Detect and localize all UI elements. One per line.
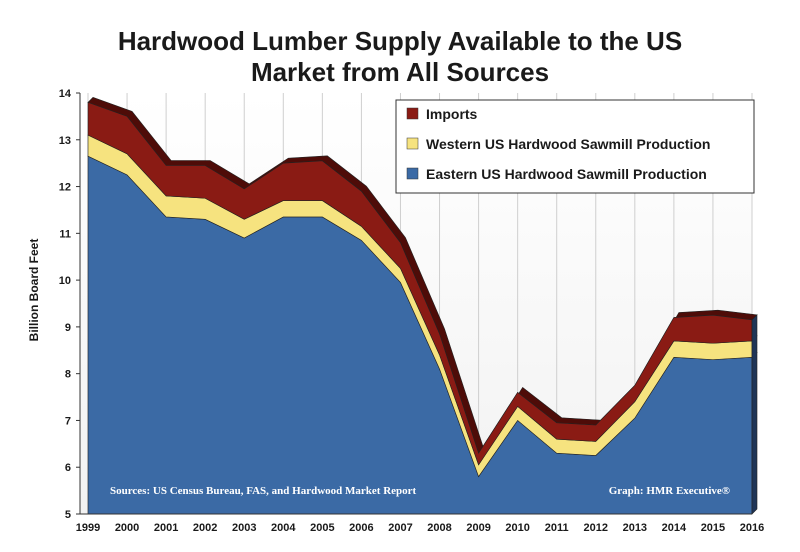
legend: Imports Western US Hardwood Sawmill Prod…	[395, 99, 755, 194]
chart-title: Hardwood Lumber Supply Available to the …	[0, 26, 800, 88]
chart-title-line-2: Market from All Sources	[250, 57, 550, 87]
x-tick-label-1999: 1999	[76, 522, 100, 534]
x-tick-label-2000: 2000	[115, 522, 139, 534]
x-tick-label-2011: 2011	[545, 522, 569, 534]
x-tick-label-2005: 2005	[310, 522, 334, 534]
x-tick-label-2002: 2002	[193, 522, 217, 534]
credit-note: Graph: HMR Executive®	[609, 485, 730, 497]
legend-swatch-eastern	[406, 167, 419, 180]
legend-label-imports: Imports	[426, 106, 478, 122]
x-tick-label-2008: 2008	[427, 522, 451, 534]
legend-label-eastern: Eastern US Hardwood Sawmill Production	[426, 166, 707, 182]
y-tick-label-12: 12	[59, 182, 71, 194]
y-tick-label-14: 14	[59, 88, 72, 100]
y-tick-label-8: 8	[65, 369, 71, 381]
axes	[79, 93, 752, 515]
y-tick-label-6: 6	[65, 462, 71, 474]
legend-swatch-western	[406, 137, 419, 150]
x-tick-label-2013: 2013	[623, 522, 647, 534]
y-tick-label-7: 7	[65, 415, 71, 427]
y-tick-labels: 5 6 7 8 9 10 11 12 13 14	[59, 88, 80, 521]
x-tick-labels: 1999 2000 2001 2002 2003 2004 2005 2006 2007 2008…	[76, 522, 764, 534]
x-tick-label-2007: 2007	[388, 522, 412, 534]
x-tick-label-2016: 2016	[740, 522, 764, 534]
legend-label-western: Western US Hardwood Sawmill Production	[426, 136, 710, 152]
x-tick-label-2004: 2004	[271, 522, 296, 534]
x-tick-label-2006: 2006	[349, 522, 373, 534]
x-tick-label-2012: 2012	[584, 522, 608, 534]
source-note: Sources: US Census Bureau, FAS, and Hard…	[110, 485, 417, 497]
x-tick-label-2010: 2010	[505, 522, 529, 534]
x-tick-label-2003: 2003	[232, 522, 256, 534]
y-tick-label-13: 13	[59, 135, 71, 147]
legend-box	[395, 99, 755, 194]
x-tick-label-2001: 2001	[154, 522, 178, 534]
y-tick-label-9: 9	[65, 322, 71, 334]
x-tick-label-2015: 2015	[701, 522, 725, 534]
y-tick-label-10: 10	[59, 275, 71, 287]
series-right-face	[751, 314, 758, 515]
y-tick-label-11: 11	[59, 228, 71, 240]
y-tick-label-5: 5	[65, 509, 71, 521]
x-tick-label-2014: 2014	[662, 522, 687, 534]
chart-title-line-1: Hardwood Lumber Supply Available to the …	[117, 26, 683, 56]
legend-swatch-imports	[406, 107, 419, 120]
x-tick-label-2009: 2009	[466, 522, 490, 534]
y-axis-label: Billion Board Feet	[27, 239, 41, 342]
